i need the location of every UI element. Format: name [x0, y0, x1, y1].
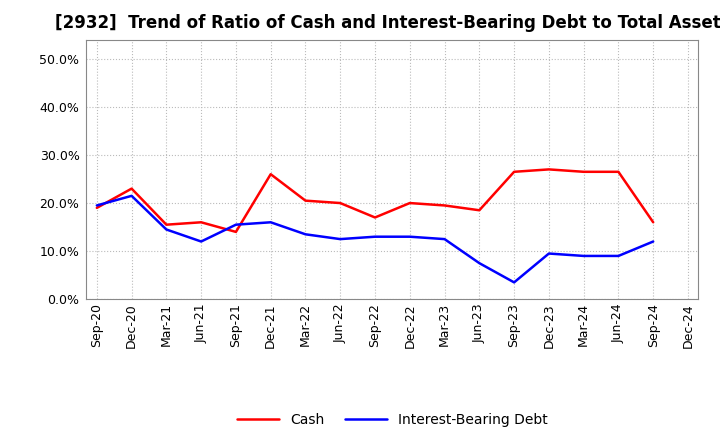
Interest-Bearing Debt [92, 203, 101, 208]
Cash [405, 200, 414, 205]
Interest-Bearing Debt [127, 193, 136, 198]
Interest-Bearing Debt [162, 227, 171, 232]
Interest-Bearing Debt [232, 222, 240, 227]
Cash [440, 203, 449, 208]
Legend: Cash, Interest-Bearing Debt: Cash, Interest-Bearing Debt [237, 413, 548, 427]
Cash [92, 205, 101, 210]
Interest-Bearing Debt [405, 234, 414, 239]
Cash [301, 198, 310, 203]
Cash [336, 200, 345, 205]
Interest-Bearing Debt [266, 220, 275, 225]
Title: [2932]  Trend of Ratio of Cash and Interest-Bearing Debt to Total Assets: [2932] Trend of Ratio of Cash and Intere… [55, 15, 720, 33]
Interest-Bearing Debt [580, 253, 588, 259]
Cash [614, 169, 623, 174]
Cash [580, 169, 588, 174]
Cash [544, 167, 553, 172]
Line: Interest-Bearing Debt: Interest-Bearing Debt [96, 196, 653, 282]
Interest-Bearing Debt [336, 236, 345, 242]
Interest-Bearing Debt [301, 231, 310, 237]
Interest-Bearing Debt [510, 280, 518, 285]
Interest-Bearing Debt [614, 253, 623, 259]
Interest-Bearing Debt [649, 239, 657, 244]
Cash [475, 208, 484, 213]
Cash [649, 220, 657, 225]
Cash [197, 220, 205, 225]
Interest-Bearing Debt [371, 234, 379, 239]
Cash [162, 222, 171, 227]
Cash [371, 215, 379, 220]
Interest-Bearing Debt [544, 251, 553, 256]
Line: Cash: Cash [96, 169, 653, 232]
Cash [266, 172, 275, 177]
Cash [510, 169, 518, 174]
Interest-Bearing Debt [440, 236, 449, 242]
Interest-Bearing Debt [197, 239, 205, 244]
Cash [127, 186, 136, 191]
Interest-Bearing Debt [475, 260, 484, 266]
Cash [232, 229, 240, 235]
